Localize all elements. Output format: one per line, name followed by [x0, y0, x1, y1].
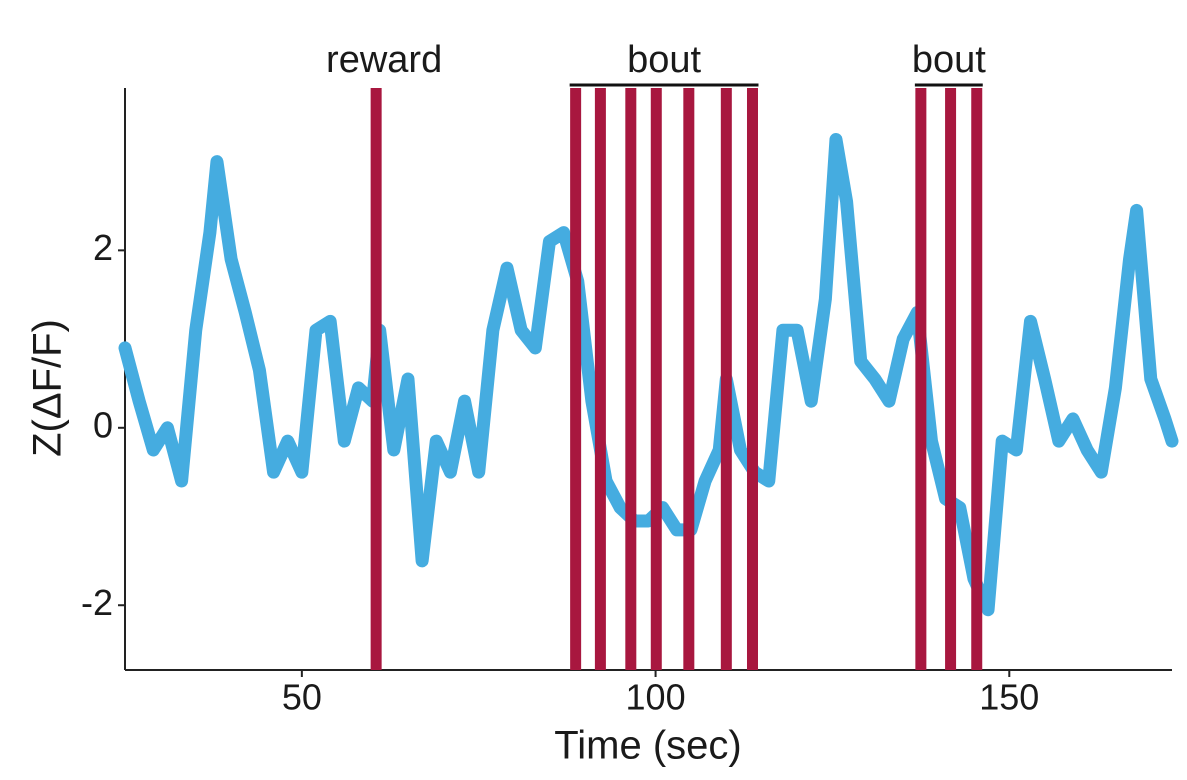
y-tick-label: -2 — [81, 582, 113, 623]
x-tick-label: 50 — [282, 677, 322, 718]
event-bar — [370, 88, 382, 670]
y-tick-label: 0 — [93, 404, 113, 445]
event-bar — [971, 88, 983, 670]
x-tick-label: 150 — [979, 677, 1039, 718]
event-bar — [570, 88, 582, 670]
event-bar — [915, 88, 927, 670]
event-bar — [594, 88, 606, 670]
y-axis-label: Z(ΔF/F) — [26, 319, 70, 457]
event-label: bout — [627, 39, 701, 81]
event-label: reward — [326, 39, 442, 81]
event-bar — [746, 88, 758, 670]
event-bar — [720, 88, 732, 670]
event-bar — [945, 88, 957, 670]
x-axis-label: Time (sec) — [554, 724, 741, 768]
x-tick-label: 100 — [626, 677, 686, 718]
event-bar — [625, 88, 637, 670]
event-label: bout — [912, 39, 986, 81]
y-tick-label: 2 — [93, 227, 113, 268]
event-bar — [683, 88, 695, 670]
signal-line — [118, 132, 1179, 617]
event-bar — [650, 88, 662, 670]
